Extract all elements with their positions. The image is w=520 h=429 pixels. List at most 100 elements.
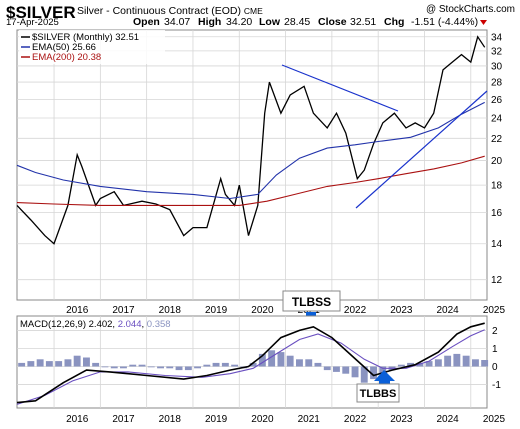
macd-y-tick-label: 2: [492, 326, 498, 337]
histogram-bar: [157, 366, 164, 369]
price-y-tick-label: 32: [491, 46, 503, 57]
histogram-bar: [277, 352, 285, 367]
price-x-tick-label: 2019: [205, 305, 228, 316]
description-text: Silver - Continuous Contract (EOD): [77, 5, 241, 17]
histogram-bar: [407, 362, 414, 367]
tlbss-callout-label: TLBSS: [292, 295, 331, 309]
chg-down-arrow-icon: [480, 20, 487, 25]
chart-description: Silver - Continuous Contract (EOD) CME: [77, 5, 263, 17]
histogram-bar: [147, 366, 155, 368]
legend-backdrop: [19, 30, 165, 64]
price-y-axis: 12 14 16 18 20 22 24 26 28 30 32 34: [491, 32, 503, 286]
histogram-bar: [268, 350, 276, 367]
histogram-bar: [416, 362, 424, 367]
histogram-bar: [55, 361, 63, 367]
price-x-tick-label: 2018: [159, 305, 182, 316]
histogram-bar: [296, 359, 303, 367]
price-series-layer: [16, 35, 486, 245]
histogram-bar: [370, 366, 377, 380]
histogram-bar: [425, 361, 433, 367]
histogram-bar: [323, 366, 331, 371]
high-label: High: [198, 16, 221, 28]
histogram-bar: [397, 364, 405, 367]
price-y-tick-label: 16: [491, 208, 503, 219]
histogram-bar: [333, 366, 340, 372]
chg-label: Chg: [384, 16, 404, 28]
copyright[interactable]: @ StockCharts.com: [426, 4, 515, 15]
histogram-bar: [351, 366, 359, 378]
price-y-tick-label: 28: [491, 78, 503, 89]
histogram-bar: [45, 361, 53, 367]
price-x-tick-label: 2024: [437, 305, 460, 316]
macd-x-tick-label: 2016: [66, 414, 89, 425]
macd-x-tick-label: 2021: [298, 414, 321, 425]
histogram-bar: [231, 364, 239, 367]
tlbbs-callout-box: [356, 383, 400, 403]
price-y-tick-label: 22: [491, 134, 503, 145]
ohlc-row: Open 34.07 High 34.20 Low 28.45 Close 32…: [133, 16, 478, 28]
close-label: Close: [318, 16, 347, 28]
legend-price-label: $SILVER (Monthly) 32.51: [32, 32, 139, 43]
histogram-bar: [101, 366, 109, 368]
price-x-tick-label: 2017: [112, 305, 135, 316]
price-y-tick-label: 12: [491, 275, 503, 286]
histogram-bar: [27, 361, 35, 367]
series-line-silver-monthly: [16, 35, 486, 245]
price-x-tick-label: 2022: [344, 305, 367, 316]
price-y-tick-label: 18: [491, 181, 503, 192]
macd-y-tick-label: 0: [492, 362, 498, 373]
histogram-bar: [194, 366, 201, 369]
price-x-tick-label: 2016: [66, 305, 89, 316]
macd-legend-histogram: 0.358: [147, 319, 171, 330]
histogram-bar: [249, 362, 257, 367]
macd-y-tick-label: -1: [492, 380, 501, 391]
macd-x-axis: 2016 2017 2018 2019 2020 2021 2022 2023 2024 2025: [66, 414, 505, 425]
macd-series-layer: [16, 322, 489, 405]
macd-x-tick-label: 2023: [390, 414, 413, 425]
tlbbs-callout-label: TLBBS: [360, 388, 397, 400]
macd-y-axis: 2 1 0 -1: [492, 326, 501, 391]
macd-line-macd: [16, 322, 485, 404]
histogram-bar: [92, 362, 100, 367]
price-x-tick-label: 2025: [483, 305, 506, 316]
histogram-bar: [314, 362, 322, 367]
histogram-bar: [286, 355, 294, 367]
macd-x-tick-label: 2025: [483, 414, 506, 425]
histogram-bar: [453, 353, 461, 367]
histogram-bar: [360, 366, 368, 383]
open-label: Open: [133, 16, 160, 28]
symbol-title: $SILVER: [6, 3, 76, 22]
histogram-bar: [481, 360, 489, 367]
series-line-ema-50: [16, 101, 485, 200]
macd-legend-label: MACD(12,26,9): [20, 319, 86, 330]
histogram-bar: [434, 359, 442, 367]
legend-ema50-label: EMA(50) 25.66: [32, 42, 96, 53]
resistance-trendline: [281, 64, 399, 112]
histogram-bar: [120, 366, 127, 369]
exchange-text: CME: [244, 6, 263, 16]
price-y-tick-label: 30: [491, 61, 503, 72]
histogram-bar: [18, 362, 26, 367]
macd-x-tick-label: 2022: [344, 414, 367, 425]
macd-x-tick-label: 2017: [112, 414, 135, 425]
histogram-bar: [258, 353, 266, 367]
low-value: 28.45: [284, 16, 310, 28]
low-label: Low: [259, 16, 281, 28]
legend-ema200-label: EMA(200) 20.38: [32, 52, 101, 63]
price-legend: $SILVER (Monthly) 32.51 EMA(50) 25.66 EM…: [19, 30, 165, 64]
high-value: 34.20: [226, 16, 252, 28]
histogram-bar: [138, 364, 146, 367]
chg-value: -1.51 (-4.44%): [411, 16, 478, 28]
histogram-bar: [110, 366, 118, 369]
price-y-tick-label: 34: [491, 32, 503, 43]
tlbss-callout-box: [282, 290, 341, 312]
price-x-tick-label: 2023: [390, 305, 413, 316]
price-y-tick-label: 24: [491, 114, 503, 125]
histogram-bar: [462, 355, 470, 367]
histogram-bar: [83, 357, 90, 367]
close-value: 32.51: [350, 16, 376, 28]
macd-panel: [16, 315, 488, 409]
macd-legend: MACD(12,26,9) 2.402, 2.044, 0.358: [20, 319, 171, 330]
price-panel: [16, 29, 488, 301]
